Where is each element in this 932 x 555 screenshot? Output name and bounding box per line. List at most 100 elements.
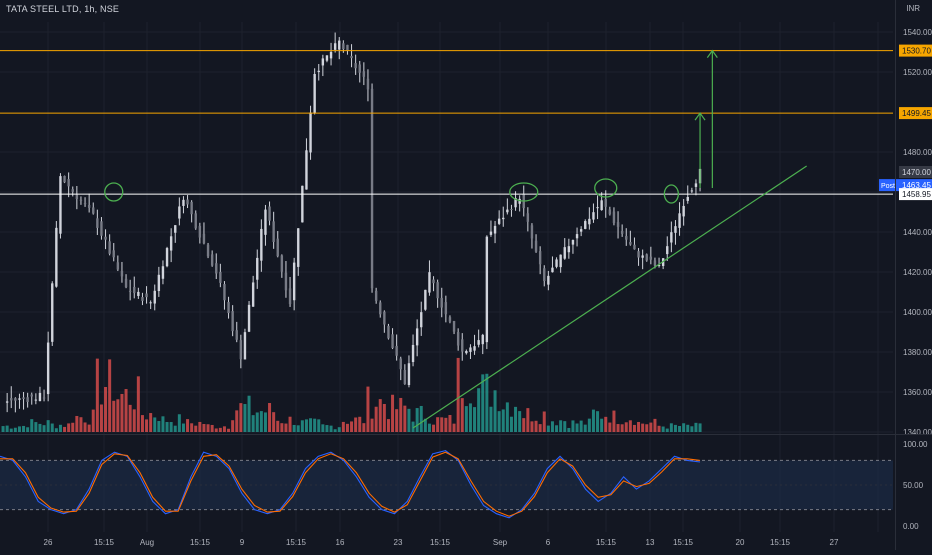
volume-bar	[526, 408, 530, 432]
candle-body	[55, 227, 58, 287]
volume-bar	[550, 421, 554, 432]
candle-body	[120, 270, 124, 277]
candle-body	[686, 196, 689, 201]
highlight-ellipse[interactable]	[104, 182, 124, 202]
candle-body	[338, 40, 341, 50]
candle-body	[22, 397, 25, 399]
volume-bar	[497, 411, 501, 432]
volume-bar	[468, 403, 472, 432]
volume-bar	[690, 426, 694, 432]
volume-bar	[661, 426, 665, 432]
volume-bar	[542, 411, 546, 432]
candle-body	[456, 332, 460, 346]
candle-body	[231, 311, 234, 332]
volume-bar	[22, 425, 26, 432]
volume-bar	[518, 411, 522, 432]
candle-body	[641, 255, 644, 258]
candle-body	[297, 228, 300, 267]
highlight-ellipse[interactable]	[663, 184, 679, 204]
x-tick-label: 26	[44, 538, 53, 547]
highlight-ellipse[interactable]	[594, 178, 618, 198]
candle-body	[63, 175, 66, 183]
candle-body	[473, 346, 476, 351]
candle-body	[104, 236, 107, 240]
volume-bar	[698, 423, 702, 432]
candle-body	[428, 272, 431, 293]
volume-bar	[218, 427, 222, 432]
volume-bar	[596, 411, 600, 432]
volume-bar	[563, 421, 567, 432]
volume-bar	[448, 415, 452, 432]
candle-body	[633, 244, 636, 250]
candle-body	[690, 190, 694, 192]
volume-bar	[378, 399, 382, 432]
osc-y-tick-label: 0.00	[903, 522, 919, 531]
candle-body	[116, 262, 120, 270]
volume-bar	[292, 424, 296, 432]
volume-bar	[678, 426, 682, 432]
candle-body	[555, 259, 558, 267]
price-tag-label: 1458.95	[902, 190, 931, 199]
volume-bar	[399, 397, 403, 432]
volume-bar	[54, 428, 58, 432]
candle-body	[14, 398, 17, 401]
volume-bar	[91, 409, 95, 432]
target-arrow-head[interactable]	[706, 49, 718, 58]
candle-body	[18, 398, 21, 400]
target-arrow-head[interactable]	[694, 112, 706, 121]
candle-body	[194, 213, 197, 229]
candle-body	[374, 290, 378, 301]
candle-body	[399, 358, 402, 370]
candle-body	[5, 401, 9, 403]
price-tag-label: 1470.00	[902, 168, 931, 177]
candle-body	[657, 264, 661, 266]
volume-bar	[26, 427, 30, 432]
volume-bar	[509, 416, 513, 432]
candle-body	[325, 55, 329, 61]
x-tick-label: 15:15	[430, 538, 451, 547]
price-tag	[899, 44, 932, 57]
volume-bar	[452, 423, 456, 432]
stoch-k-line[interactable]	[0, 450, 701, 519]
volume-bar	[239, 403, 243, 432]
volume-bar	[79, 417, 83, 432]
candle-body	[268, 206, 271, 221]
volume-bar	[13, 427, 17, 432]
volume-bar	[653, 418, 657, 432]
x-tick-label: 13	[646, 538, 655, 547]
candle-body	[96, 218, 99, 228]
volume-bar	[30, 419, 34, 432]
volume-bar	[67, 423, 71, 432]
candle-body	[629, 242, 632, 245]
volume-bar	[157, 421, 161, 432]
volume-bar	[391, 394, 395, 432]
stoch-d-line[interactable]	[0, 451, 701, 517]
highlight-ellipse[interactable]	[509, 182, 539, 202]
volume-bar	[284, 423, 288, 432]
candle-body	[75, 194, 79, 199]
candle-body	[682, 205, 685, 217]
volume-bar	[50, 423, 54, 432]
volume-bar	[165, 422, 169, 432]
currency-label[interactable]: INR	[906, 4, 920, 13]
y-tick-label: 1360.00	[903, 388, 932, 397]
volume-bar	[514, 406, 518, 432]
candle-body	[415, 328, 419, 346]
candle-body	[461, 339, 464, 352]
candle-body	[260, 228, 263, 261]
volume-bar	[632, 424, 636, 432]
volume-bar	[440, 417, 444, 432]
volume-bar	[641, 423, 645, 432]
volume-bar	[411, 421, 415, 432]
candle-body	[370, 88, 374, 289]
volume-bar	[288, 416, 292, 432]
volume-bar	[112, 400, 116, 432]
volume-bar	[194, 425, 198, 432]
volume-bar	[210, 424, 214, 432]
x-tick-label: Sep	[493, 538, 508, 547]
volume-bar	[657, 425, 661, 432]
trend-line[interactable]	[412, 165, 807, 429]
candle-body	[165, 248, 169, 267]
candle-body	[411, 344, 415, 363]
